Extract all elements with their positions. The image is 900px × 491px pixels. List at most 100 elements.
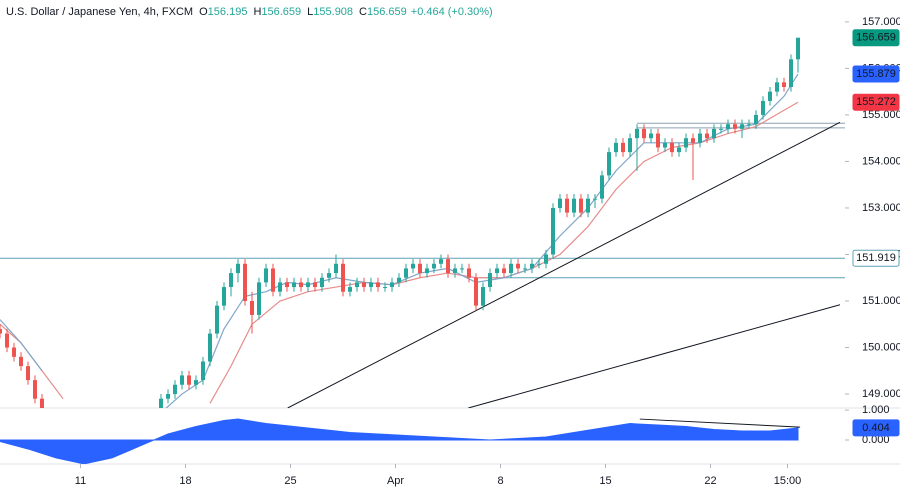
candle-body: [383, 287, 387, 289]
candle-body: [446, 259, 450, 274]
x-tick-label: 11: [75, 475, 86, 487]
y-tick-label: 157.000: [862, 16, 900, 28]
candle-body: [656, 133, 660, 148]
candle-body: [691, 138, 695, 143]
price-badge: [852, 65, 900, 83]
candle-body: [593, 198, 597, 200]
price-badge: [852, 93, 900, 111]
x-tick-label: 15: [599, 475, 611, 487]
candle-body: [649, 133, 653, 139]
x-tick-label: 22: [704, 475, 716, 487]
candle-body: [621, 142, 625, 153]
candle-body: [740, 124, 744, 129]
price-badge-label: 155.879: [856, 68, 896, 80]
candle-body: [614, 142, 618, 153]
candle-body: [376, 282, 380, 288]
moving-average-fast: [0, 73, 799, 408]
candle-body: [432, 263, 436, 269]
candle-body: [579, 198, 583, 213]
y2-tick-label: 1.000: [862, 404, 890, 416]
candle-body: [600, 175, 604, 199]
candle-body: [418, 263, 422, 274]
candle-body: [495, 268, 499, 274]
candle-body: [628, 138, 632, 153]
candle-body: [698, 133, 702, 143]
candle-body: [719, 128, 723, 130]
x-tick-label: Apr: [387, 475, 404, 487]
candle-body: [789, 59, 793, 87]
candle-body: [516, 263, 520, 269]
candle-body: [215, 305, 219, 334]
candle-body: [544, 254, 548, 264]
candle-body: [257, 282, 261, 315]
price-badge-label: 0.404: [862, 422, 890, 434]
candle-body: [481, 287, 485, 306]
header-symbol: U.S. Dollar / Japanese Yen, 4h, FXCM: [6, 6, 193, 18]
candle-body: [670, 142, 674, 153]
candle-body: [453, 268, 457, 274]
candle-body: [208, 333, 212, 362]
trendline: [287, 121, 841, 408]
main-pane: [0, 37, 845, 408]
x-tick-label: 8: [497, 475, 503, 487]
y-tick-label: 150.000: [862, 341, 900, 353]
candle-body: [467, 268, 471, 278]
candle-body: [523, 268, 527, 270]
candle-body: [348, 287, 352, 292]
candle-body: [607, 152, 611, 176]
candle-body: [0, 328, 2, 334]
y-tick-label: 153.000: [862, 202, 900, 214]
y-tick-label: 149.000: [862, 388, 900, 400]
candle-body: [642, 128, 646, 139]
price-badge: [852, 29, 900, 47]
oscillator-pane: [0, 418, 801, 464]
candle-body: [726, 124, 730, 129]
candle-body: [733, 124, 737, 129]
price-badge-label: 156.659: [856, 32, 896, 44]
header-field-label: L: [307, 6, 313, 18]
candle-body: [747, 124, 751, 126]
oscillator-area: [0, 418, 799, 464]
candle-body: [159, 398, 163, 408]
candle-body: [26, 366, 30, 381]
candle-body: [320, 277, 324, 288]
candle-body: [474, 277, 478, 306]
candle-body: [635, 128, 639, 139]
candle-body: [397, 277, 401, 283]
candle-body: [775, 82, 779, 92]
y2-tick-label: 0.000: [862, 434, 890, 446]
candle-body: [460, 268, 464, 270]
candle-body: [222, 287, 226, 306]
candle-body: [12, 347, 16, 357]
candle-body: [530, 263, 534, 269]
header-field-value: 156.659: [261, 6, 301, 18]
oscillator-trendline: [639, 418, 801, 428]
candle-body: [201, 361, 205, 381]
candle-body: [551, 207, 555, 255]
x-tick-label: 15:00: [774, 475, 802, 487]
candle-body: [404, 268, 408, 278]
candle-body: [439, 259, 443, 264]
candle-body: [243, 263, 247, 301]
candle-body: [306, 282, 310, 288]
candle-body: [663, 142, 667, 148]
candle-body: [299, 282, 303, 288]
candle-body: [754, 114, 758, 125]
candle-body: [390, 282, 394, 288]
candle-body: [264, 268, 268, 283]
candle-body: [782, 82, 786, 87]
candle-body: [355, 282, 359, 288]
trendline: [468, 304, 841, 408]
candle-body: [19, 356, 23, 367]
candle-body: [40, 398, 44, 408]
candle-body: [509, 263, 513, 274]
y-tick-label: 151.000: [862, 295, 900, 307]
axes: 149.000150.000151.000152.000153.000154.0…: [75, 16, 900, 487]
candle-body: [194, 380, 198, 385]
candle-body: [425, 268, 429, 274]
header-change: +0.464 (+0.30%): [411, 6, 493, 18]
x-tick-label: 18: [179, 475, 191, 487]
y-tick-label: 154.000: [862, 155, 900, 167]
y-tick-label: 155.000: [862, 109, 900, 121]
